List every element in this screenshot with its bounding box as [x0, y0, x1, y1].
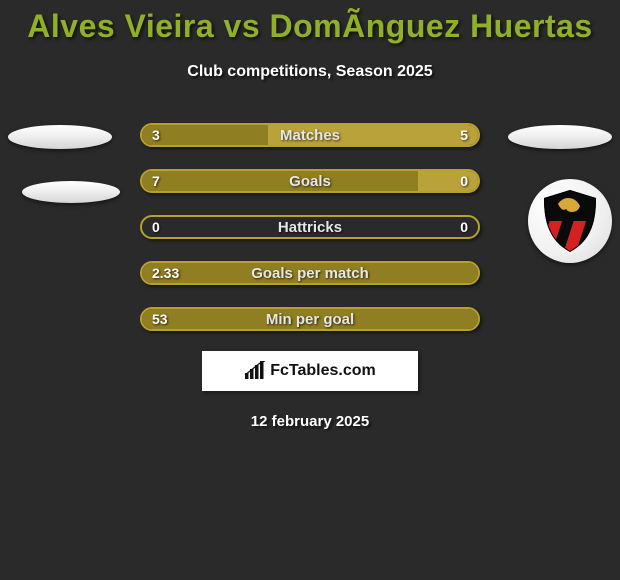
stat-label: Goals per match [142, 263, 478, 283]
subtitle: Club competitions, Season 2025 [0, 63, 620, 81]
player-right-club-crest [528, 179, 612, 263]
player-left-logo-placeholder-1 [8, 125, 112, 149]
stat-bar: 2.33Goals per match [140, 261, 480, 285]
date-text: 12 february 2025 [0, 413, 620, 430]
stat-label: Matches [142, 125, 478, 145]
stats-container: 35Matches 70Goals 00Hattricks 2.33Goals per… [0, 123, 620, 331]
player-right-logo-placeholder-1 [508, 125, 612, 149]
bar-chart-icon [244, 361, 266, 381]
stat-label: Hattricks [142, 217, 478, 237]
player-left-logo-placeholder-2 [22, 181, 120, 203]
stat-bar: 70Goals [140, 169, 480, 193]
shield-icon [542, 190, 598, 252]
stat-label: Min per goal [142, 309, 478, 329]
stat-bar: 00Hattricks [140, 215, 480, 239]
brand-text: FcTables.com [270, 362, 376, 380]
stat-label: Goals [142, 171, 478, 191]
page-title: Alves Vieira vs DomÃnguez Huertas [0, 0, 620, 45]
stat-bar: 53Min per goal [140, 307, 480, 331]
brand-box[interactable]: FcTables.com [202, 351, 418, 391]
stat-bar: 35Matches [140, 123, 480, 147]
